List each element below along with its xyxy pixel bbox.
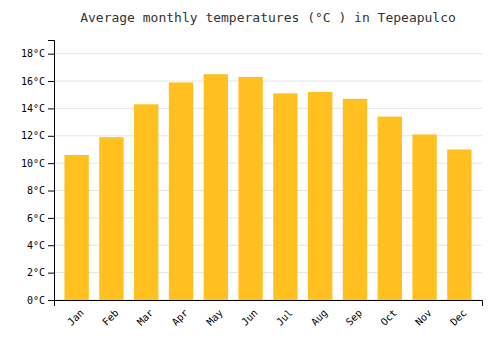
y-tick-label: 14°C [21, 103, 45, 114]
y-tick-label: 16°C [21, 76, 45, 87]
x-axis-line [55, 301, 483, 307]
x-tick: Aug [309, 307, 330, 328]
x-tick: Nov [413, 307, 434, 328]
bar [343, 99, 367, 300]
x-tick-label: Dec [448, 307, 469, 328]
y-tick-mark [48, 273, 54, 274]
x-axis: Jan Feb Mar Apr May Jun Jul Aug Sep Oct Nov Dec [55, 301, 483, 328]
y-tick: 12°C [21, 130, 54, 141]
x-tick: Mar [135, 307, 156, 328]
bar [447, 149, 471, 300]
y-tick-label: 6°C [27, 213, 45, 224]
bar [308, 92, 332, 300]
y-tick: 2°C [27, 267, 54, 278]
y-tick-label: 0°C [27, 295, 45, 306]
x-tick-label: Aug [309, 307, 330, 328]
y-tick-label: 18°C [21, 48, 45, 59]
plot: 0°C 2°C 4°C 6°C 8°C 10°C 12°C 14°C 16°C 18°C Jan Fe… [21, 41, 483, 328]
x-tick-label: Nov [413, 307, 434, 328]
bar [169, 82, 193, 300]
bar [99, 137, 123, 300]
y-tick-mark [48, 163, 54, 164]
x-tick-label: Jun [239, 307, 260, 328]
x-tick: Dec [448, 307, 469, 328]
y-tick-mark [48, 81, 54, 82]
y-tick: 8°C [27, 185, 54, 196]
y-tick-label: 2°C [27, 267, 45, 278]
title: Average monthly temperatures (°C ) in Te… [80, 10, 456, 25]
x-tick-label: Sep [344, 307, 365, 328]
grid-line [54, 81, 482, 82]
x-tick-label: Feb [100, 307, 121, 328]
x-tick: Jul [274, 307, 295, 328]
bar [238, 77, 262, 300]
bars [64, 74, 471, 300]
y-tick-mark [48, 108, 54, 109]
x-tick: Jun [239, 307, 260, 328]
bar [273, 93, 297, 300]
bar [378, 117, 402, 300]
x-tick-label: May [204, 307, 225, 328]
y-tick-mark [48, 136, 54, 137]
grid [54, 54, 482, 300]
y-axis: 0°C 2°C 4°C 6°C 8°C 10°C 12°C 14°C 16°C 18°C [21, 41, 55, 306]
bar [134, 104, 158, 300]
x-tick-label: Jan [65, 307, 86, 328]
y-tick: 18°C [21, 48, 54, 59]
x-tick: May [204, 307, 225, 328]
x-tick: Oct [378, 307, 399, 328]
x-tick-label: Jul [274, 307, 295, 328]
y-tick-mark [48, 218, 54, 219]
y-tick-mark [48, 54, 54, 55]
x-tick-label: Mar [135, 307, 156, 328]
y-tick: 10°C [21, 158, 54, 169]
bar [412, 134, 436, 300]
bar [64, 155, 88, 300]
y-tick-label: 4°C [27, 240, 45, 251]
x-tick: Apr [170, 307, 191, 328]
y-tick: 16°C [21, 76, 54, 87]
y-tick-label: 10°C [21, 158, 45, 169]
x-tick-label: Oct [378, 307, 399, 328]
bar [204, 74, 228, 300]
x-tick: Sep [344, 307, 365, 328]
y-axis-line [48, 41, 55, 301]
grid-line [54, 53, 482, 54]
y-tick-label: 8°C [27, 185, 45, 196]
y-tick: 14°C [21, 103, 54, 114]
y-tick-mark [48, 300, 54, 301]
x-tick-label: Apr [170, 307, 191, 328]
x-tick: Feb [100, 307, 121, 328]
y-tick: 6°C [27, 213, 54, 224]
y-tick-mark [48, 191, 54, 192]
grid-line [54, 108, 482, 109]
y-tick-mark [48, 245, 54, 246]
y-tick-label: 12°C [21, 130, 45, 141]
x-tick: Jan [65, 307, 86, 328]
chart: 0°C 2°C 4°C 6°C 8°C 10°C 12°C 14°C 16°C 18°C Jan Fe… [0, 0, 500, 350]
y-tick: 0°C [27, 295, 54, 306]
y-tick: 4°C [27, 240, 54, 251]
